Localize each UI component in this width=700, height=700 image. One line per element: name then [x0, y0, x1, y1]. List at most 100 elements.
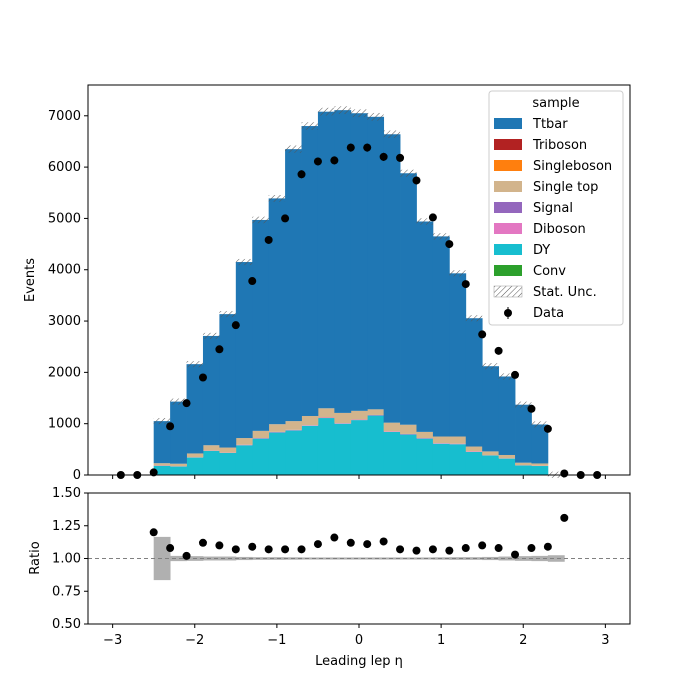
- main-y-tick-label: 4000: [48, 263, 81, 278]
- bar-single-top: [416, 431, 434, 439]
- bar-ttbar: [383, 134, 401, 423]
- stat-unc-hatch: [367, 112, 384, 121]
- data-point: [313, 157, 322, 166]
- bar-single-top: [268, 424, 286, 432]
- bar-dy: [153, 465, 171, 475]
- data-point: [281, 214, 290, 223]
- x-tick-label: −1: [267, 633, 286, 648]
- ratio-point: [396, 545, 405, 554]
- x-tick-label: 2: [519, 633, 527, 648]
- bar-ttbar: [515, 404, 532, 463]
- bar-dy: [170, 466, 187, 475]
- bar-ttbar: [202, 335, 220, 446]
- bar-single-top: [367, 409, 385, 415]
- stat-unc-hatch: [252, 216, 269, 224]
- ratio-point: [461, 544, 470, 553]
- bar-dy: [482, 455, 500, 475]
- ratio-point: [412, 546, 421, 555]
- bar-single-top: [186, 453, 204, 458]
- bar-single-top: [317, 408, 335, 418]
- data-point: [396, 153, 405, 162]
- bar-ttbar: [432, 236, 450, 437]
- ratio-point: [543, 542, 552, 551]
- bar-ttbar: [252, 219, 270, 431]
- bar-single-top: [153, 463, 171, 466]
- bar-dy: [498, 458, 516, 475]
- ratio-unc-bin: [350, 557, 368, 560]
- data-point: [379, 152, 388, 161]
- bar-dy: [400, 434, 417, 475]
- main-y-tick-label: 6000: [48, 160, 81, 175]
- ratio-point: [215, 541, 224, 550]
- bar-diboson: [400, 433, 417, 435]
- legend-label-triboson: Triboson: [532, 138, 587, 153]
- ratio-unc-bin: [449, 557, 467, 560]
- bar-dy: [219, 452, 237, 475]
- data-point: [182, 399, 191, 408]
- bar-dy: [449, 444, 467, 475]
- ratio-point: [264, 545, 273, 554]
- main-y-tick-label: 1000: [48, 417, 81, 432]
- stat-unc-hatch: [515, 401, 532, 408]
- bar-single-top: [482, 451, 500, 456]
- stat-unc-hatch: [268, 195, 286, 202]
- bar-dy: [531, 466, 549, 475]
- legend-label-stat-unc: Stat. Unc.: [533, 285, 597, 300]
- ratio-point: [198, 538, 207, 547]
- data-points: [116, 143, 602, 479]
- legend-marker-data: [504, 309, 512, 317]
- legend-swatch-ttbar: [494, 118, 522, 129]
- legend-box: [488, 90, 624, 326]
- ratio-x-ticks: −3 −2 −1 0 1 2 3: [103, 624, 610, 648]
- data-point: [166, 422, 175, 431]
- stat-unc-hatch: [317, 107, 335, 116]
- data-point: [445, 240, 454, 249]
- x-tick-label: 3: [601, 633, 609, 648]
- stat-unc-hatch: [531, 421, 548, 428]
- bar-dy: [350, 420, 368, 475]
- bar-diboson: [465, 451, 483, 452]
- stat-unc-hatch: [202, 332, 220, 340]
- stat-unc-band: [153, 106, 565, 478]
- ratio-y-tick-label: 1.00: [52, 552, 81, 567]
- data-point: [511, 370, 520, 379]
- bar-ttbar: [285, 149, 302, 422]
- bar-ttbar: [334, 110, 352, 413]
- bar-single-top: [170, 463, 187, 467]
- legend-entries: Ttbar Triboson Singleboson Single top Signal…: [493, 117, 612, 321]
- legend-swatch-stat-unc: [493, 285, 523, 298]
- ratio-point: [313, 540, 322, 549]
- stat-unc-hatch: [498, 373, 516, 380]
- bar-single-top: [383, 422, 401, 432]
- bar-dy: [367, 415, 385, 475]
- data-point: [149, 468, 158, 477]
- bar-diboson: [449, 443, 467, 445]
- legend-label-conv: Conv: [533, 264, 566, 279]
- ratio-point: [478, 541, 487, 550]
- main-y-tick-label: 7000: [48, 109, 81, 124]
- bar-single-top: [202, 445, 220, 451]
- bar-diboson: [235, 444, 253, 446]
- main-panel: 0 1000 2000 3000 4000 5000 6000 7000 Events sam…: [23, 84, 631, 483]
- bar-dy: [432, 443, 450, 475]
- legend-label-dy: DY: [533, 243, 550, 258]
- bar-ttbar: [498, 376, 516, 455]
- legend: sample Ttbar Triboson Singleboson Single to…: [488, 90, 624, 326]
- x-axis-label: Leading lep η: [315, 654, 403, 669]
- data-point: [412, 176, 421, 185]
- ratio-unc-bin: [170, 555, 187, 562]
- data-point: [494, 346, 503, 355]
- data-point: [297, 170, 306, 179]
- bar-ttbar: [219, 314, 237, 448]
- bar-dy: [383, 431, 401, 475]
- bar-ttbar: [170, 401, 187, 464]
- ratio-panel: 0.50 0.75 1.00 1.25 1.50 −3 −2 −1 0 1 2 3 Ratio Le…: [28, 486, 631, 669]
- stat-unc-hatch: [482, 363, 499, 370]
- bar-ttbar: [186, 364, 204, 454]
- stat-unc-hatch: [416, 218, 433, 225]
- data-point: [527, 404, 536, 413]
- bar-diboson: [268, 431, 286, 433]
- stat-unc-hatch: [186, 361, 203, 368]
- ratio-point: [182, 551, 191, 560]
